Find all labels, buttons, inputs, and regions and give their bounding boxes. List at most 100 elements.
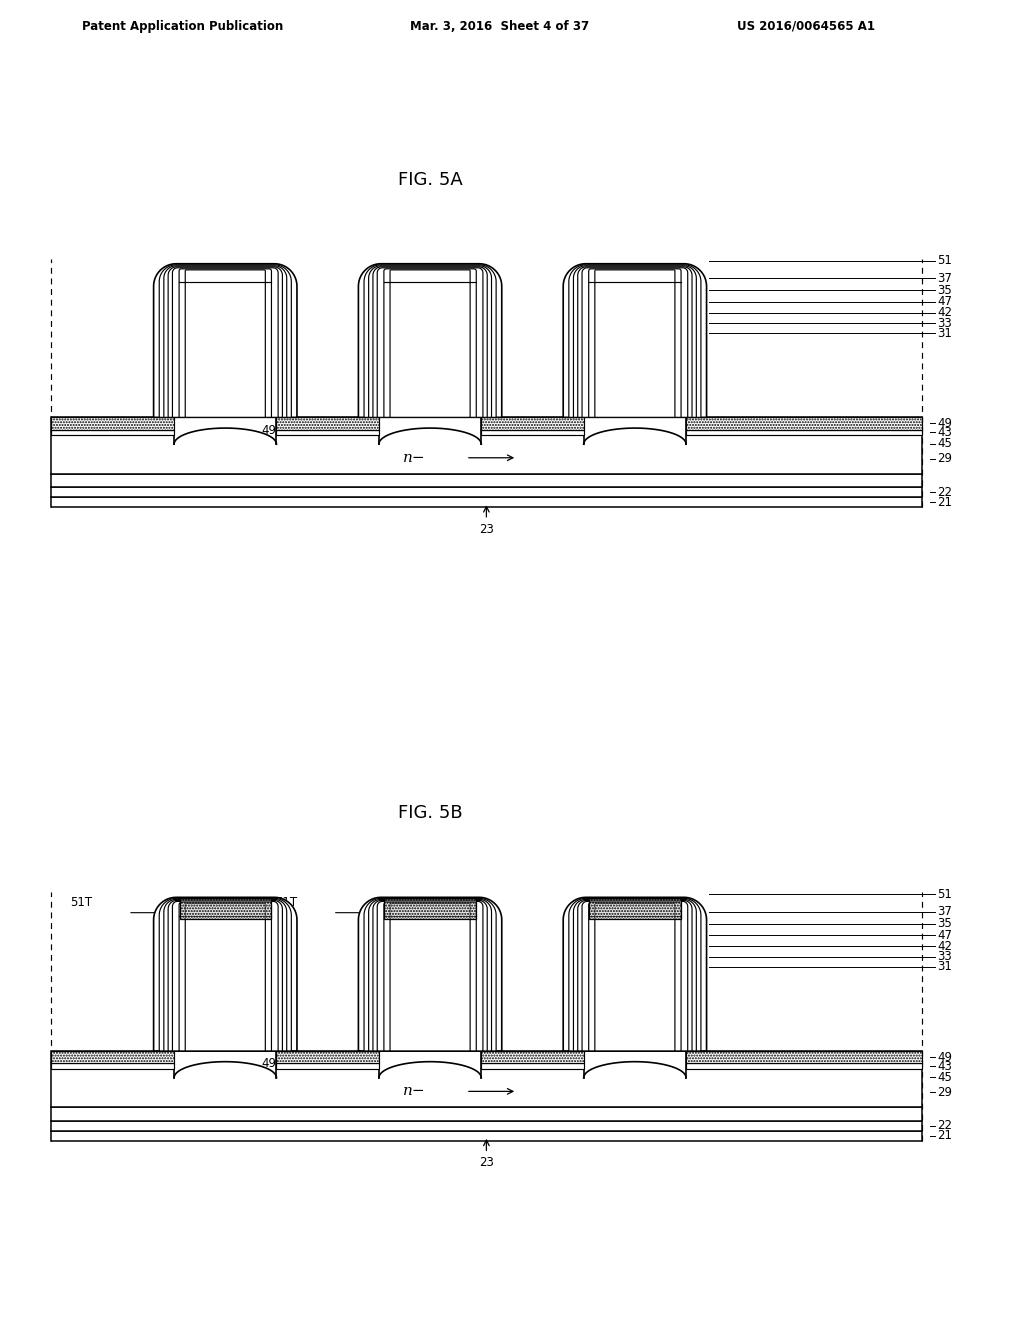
Bar	[481, 429, 584, 436]
Text: 47: 47	[937, 296, 952, 308]
Bar	[379, 1051, 481, 1094]
Bar	[276, 417, 379, 429]
Bar	[276, 1063, 379, 1069]
Text: 43: 43	[937, 426, 952, 440]
Bar	[584, 1051, 686, 1094]
Bar	[51, 498, 922, 507]
Text: 35: 35	[937, 284, 951, 297]
Bar	[481, 1063, 584, 1069]
Bar	[481, 417, 584, 429]
Bar	[179, 899, 271, 919]
Polygon shape	[563, 264, 707, 417]
Polygon shape	[589, 903, 681, 1051]
Bar	[51, 1063, 174, 1069]
Polygon shape	[373, 267, 487, 417]
Polygon shape	[578, 267, 692, 417]
Polygon shape	[172, 268, 279, 417]
Text: 49: 49	[937, 417, 952, 430]
Polygon shape	[154, 264, 297, 417]
Text: 33: 33	[937, 950, 951, 964]
Text: US 2016/0064565 A1: US 2016/0064565 A1	[737, 20, 876, 33]
Text: Mar. 3, 2016  Sheet 4 of 37: Mar. 3, 2016 Sheet 4 of 37	[410, 20, 589, 33]
Polygon shape	[582, 902, 688, 1051]
Polygon shape	[185, 269, 265, 417]
Text: 29: 29	[937, 451, 952, 465]
Bar	[51, 1107, 922, 1121]
Polygon shape	[569, 899, 700, 1051]
Polygon shape	[373, 900, 487, 1051]
Polygon shape	[160, 899, 291, 1051]
Bar	[51, 429, 174, 436]
Polygon shape	[384, 269, 476, 417]
Text: n−: n−	[403, 1084, 426, 1098]
Polygon shape	[573, 899, 696, 1051]
Text: 21: 21	[937, 496, 952, 508]
Bar	[686, 417, 922, 429]
Text: 42: 42	[937, 306, 952, 319]
Polygon shape	[154, 898, 297, 1051]
Bar	[51, 1051, 922, 1107]
Bar	[276, 1051, 379, 1063]
Polygon shape	[168, 900, 283, 1051]
Text: Patent Application Publication: Patent Application Publication	[82, 20, 284, 33]
Text: 43: 43	[937, 1060, 952, 1073]
Text: 31: 31	[937, 961, 952, 973]
Text: 22: 22	[937, 1119, 952, 1133]
Bar	[589, 899, 681, 919]
Polygon shape	[595, 269, 675, 417]
Bar	[384, 899, 476, 919]
Text: 45: 45	[937, 1071, 952, 1084]
Text: 51: 51	[937, 255, 952, 267]
Bar	[51, 417, 922, 474]
Bar	[481, 1051, 584, 1063]
Text: 47: 47	[937, 929, 952, 941]
Text: 49: 49	[261, 422, 324, 437]
Polygon shape	[589, 269, 681, 417]
Text: 49: 49	[261, 1056, 324, 1071]
Text: 42: 42	[937, 940, 952, 953]
Text: FIG. 5A: FIG. 5A	[397, 170, 463, 189]
Text: 22: 22	[937, 486, 952, 499]
Polygon shape	[563, 898, 707, 1051]
Polygon shape	[384, 903, 476, 1051]
Text: 29: 29	[937, 1085, 952, 1098]
Polygon shape	[365, 899, 496, 1051]
Polygon shape	[172, 902, 279, 1051]
Polygon shape	[578, 900, 692, 1051]
Bar	[276, 429, 379, 436]
Polygon shape	[573, 265, 696, 417]
Bar	[174, 1051, 276, 1094]
Text: 35: 35	[937, 917, 951, 931]
Bar	[384, 899, 476, 919]
Polygon shape	[369, 265, 492, 417]
Polygon shape	[168, 267, 283, 417]
Polygon shape	[358, 898, 502, 1051]
Bar	[51, 1051, 174, 1063]
Bar	[584, 417, 686, 461]
Bar	[51, 487, 922, 498]
Polygon shape	[185, 903, 265, 1051]
Bar	[51, 1131, 922, 1140]
Polygon shape	[160, 265, 291, 417]
Text: 21: 21	[937, 1130, 952, 1142]
Text: 45: 45	[937, 437, 952, 450]
Polygon shape	[369, 899, 492, 1051]
Bar	[174, 417, 276, 461]
Text: n−: n−	[403, 450, 426, 465]
Text: FIG. 5B: FIG. 5B	[397, 804, 463, 822]
Polygon shape	[164, 899, 287, 1051]
Polygon shape	[164, 265, 287, 417]
Bar	[51, 1121, 922, 1131]
Polygon shape	[179, 903, 271, 1051]
Polygon shape	[569, 265, 700, 417]
Bar	[51, 417, 174, 429]
Text: 51T: 51T	[70, 896, 92, 909]
Polygon shape	[377, 902, 483, 1051]
Polygon shape	[179, 269, 271, 417]
Text: 37: 37	[937, 906, 952, 919]
Text: 49: 49	[937, 1051, 952, 1064]
Bar	[51, 474, 922, 487]
Polygon shape	[390, 903, 470, 1051]
Text: 33: 33	[937, 317, 951, 330]
Bar	[379, 417, 481, 461]
